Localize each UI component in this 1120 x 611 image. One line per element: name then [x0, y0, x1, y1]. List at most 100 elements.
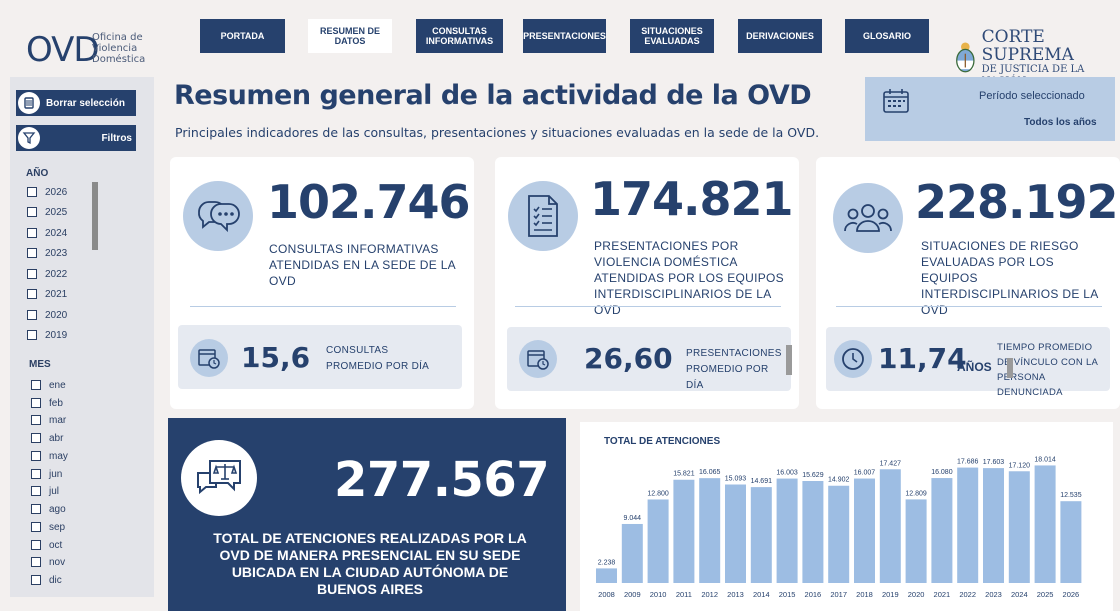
month-option[interactable]: abr [31, 431, 63, 445]
checkbox[interactable] [27, 248, 37, 258]
chart-bar[interactable] [1034, 465, 1056, 583]
page-title: Resumen general de la actividad de la OV… [174, 80, 812, 111]
checkbox[interactable] [27, 289, 37, 299]
chart-x-tick-label: 2022 [959, 590, 976, 599]
chart-bar[interactable] [1060, 501, 1082, 583]
chart-bar[interactable] [776, 478, 798, 583]
chart-bar[interactable] [854, 478, 875, 583]
year-option[interactable]: 2024 [27, 226, 67, 240]
kpi-situaciones-sub-text: TIEMPO PROMEDIO DE VÍNCULO CON LA PERSON… [997, 342, 1098, 398]
chart-bar[interactable] [699, 478, 721, 583]
clear-selection-button[interactable]: Borrar selección [16, 90, 136, 116]
filters-label: Filtros [101, 132, 132, 144]
chart-bar[interactable] [931, 478, 953, 583]
month-option[interactable]: oct [31, 538, 62, 552]
total-atenciones-value: 277.567 [334, 452, 550, 508]
nav-glosario[interactable]: GLOSARIO [845, 19, 929, 53]
divider [836, 306, 1102, 307]
chart-bar[interactable] [750, 487, 772, 583]
year-option[interactable]: 2023 [27, 246, 67, 260]
ovd-logo-subtitle: Oficina de Violencia Doméstica [92, 32, 146, 65]
checkbox[interactable] [31, 469, 41, 479]
nav-derivaciones[interactable]: DERIVACIONES [738, 19, 822, 53]
chart-bar[interactable] [828, 485, 850, 583]
checkbox[interactable] [27, 330, 37, 340]
kpi-situaciones-sub-unit: AÑOS [957, 360, 992, 374]
year-list-scrollbar[interactable] [92, 182, 98, 250]
checklist-document-icon [508, 181, 578, 251]
month-option[interactable]: ene [31, 378, 66, 392]
year-option[interactable]: 2020 [27, 308, 67, 322]
chart-bar[interactable] [673, 479, 695, 583]
chart-data-label: 17.427 [880, 460, 902, 467]
period-value: Todos los años [1024, 117, 1097, 128]
kpi-situaciones-sub-value: 11,74 [878, 342, 967, 375]
checkbox[interactable] [27, 269, 37, 279]
chart-bar[interactable] [879, 469, 901, 583]
scrollbar[interactable] [786, 345, 792, 375]
nav-portada[interactable]: PORTADA [200, 19, 285, 53]
chart-x-tick-label: 2023 [985, 590, 1002, 599]
month-option[interactable]: nov [31, 555, 65, 569]
kpi-presentaciones-sub-value: 26,60 [584, 342, 673, 375]
month-option[interactable]: dic [31, 573, 62, 587]
month-option[interactable]: feb [31, 396, 63, 410]
checkbox[interactable] [27, 207, 37, 217]
clear-selection-label: Borrar selección [46, 97, 125, 109]
chart-x-tick-label: 2011 [676, 590, 692, 599]
nav-resumen-de-datos[interactable]: RESUMEN DE DATOS [308, 19, 392, 53]
checkbox[interactable] [31, 522, 41, 532]
chart-bar[interactable] [596, 568, 617, 583]
month-option[interactable]: jul [31, 484, 59, 498]
scrollbar[interactable] [1007, 358, 1013, 378]
month-option[interactable]: may [31, 449, 68, 463]
checkbox[interactable] [27, 310, 37, 320]
checkbox[interactable] [27, 228, 37, 238]
chart-bar[interactable] [725, 484, 746, 583]
chart-bar[interactable] [621, 523, 643, 583]
month-option[interactable]: jun [31, 467, 62, 481]
chart-bar[interactable] [905, 499, 927, 583]
checkbox[interactable] [31, 415, 41, 425]
month-option[interactable]: mar [31, 413, 66, 427]
checkbox[interactable] [27, 187, 37, 197]
month-option[interactable]: ago [31, 502, 66, 516]
chart-x-tick-label: 2009 [624, 590, 641, 599]
chart-x-tick-label: 2016 [805, 590, 822, 599]
year-option[interactable]: 2025 [27, 205, 67, 219]
checkbox[interactable] [31, 504, 41, 514]
month-label: jul [49, 485, 60, 497]
checkbox[interactable] [31, 398, 41, 408]
chart-x-tick-label: 2015 [779, 590, 796, 599]
chart-data-label: 14.691 [751, 478, 773, 485]
court-name-line1: CORTE SUPREMA [981, 27, 1074, 65]
nav-presentaciones[interactable]: PRESENTACIONES [523, 19, 606, 53]
chart-bar[interactable] [1008, 471, 1030, 583]
checkbox[interactable] [31, 486, 41, 496]
year-option[interactable]: 2026 [27, 185, 67, 199]
chart-bar[interactable] [957, 467, 979, 583]
month-option[interactable]: sep [31, 520, 65, 534]
chart-x-tick-label: 2008 [598, 590, 615, 599]
checkbox[interactable] [31, 557, 41, 567]
month-label: nov [49, 556, 66, 568]
checkbox[interactable] [31, 380, 41, 390]
checkbox[interactable] [31, 540, 41, 550]
calendar-icon [883, 89, 909, 113]
nav-consultas-informativas[interactable]: CONSULTAS INFORMATIVAS [416, 19, 503, 53]
year-label: 2019 [45, 329, 68, 341]
eraser-icon [18, 92, 40, 114]
chart-bar[interactable] [647, 499, 669, 583]
year-label: 2022 [45, 268, 68, 280]
chart-data-label: 17.603 [983, 459, 1005, 466]
year-option[interactable]: 2022 [27, 267, 67, 281]
checkbox[interactable] [31, 575, 41, 585]
year-option[interactable]: 2019 [27, 328, 67, 342]
nav-situaciones-evaluadas[interactable]: SITUACIONES EVALUADAS [630, 19, 714, 53]
checkbox[interactable] [31, 451, 41, 461]
filters-button[interactable]: Filtros [16, 125, 136, 151]
chart-bar[interactable] [983, 468, 1004, 583]
year-option[interactable]: 2021 [27, 287, 67, 301]
chart-bar[interactable] [802, 481, 824, 583]
checkbox[interactable] [31, 433, 41, 443]
